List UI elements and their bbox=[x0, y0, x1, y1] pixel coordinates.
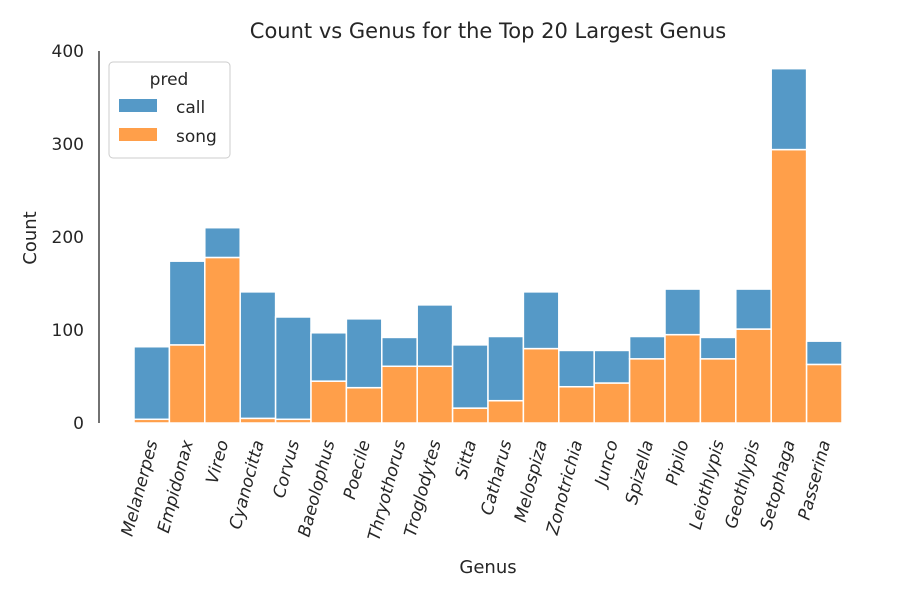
chart-title: Count vs Genus for the Top 20 Largest Ge… bbox=[250, 19, 726, 43]
bars bbox=[133, 67, 843, 424]
bar-call-melospiza bbox=[522, 291, 560, 350]
legend-swatch-song bbox=[119, 128, 157, 141]
y-tick-label: 200 bbox=[52, 228, 84, 248]
bar-call-leiothlypis bbox=[699, 336, 737, 360]
bar-song-troglodytes bbox=[416, 365, 454, 424]
x-axis-label: Genus bbox=[459, 557, 516, 578]
bar-song-passerina bbox=[805, 363, 843, 424]
bar-song-junco bbox=[593, 382, 631, 424]
y-tick-label: 300 bbox=[52, 135, 84, 155]
x-tick-label: Junco bbox=[591, 438, 623, 491]
bar-call-catharus bbox=[487, 335, 525, 402]
x-tick-label: Leiothlypis bbox=[686, 438, 729, 532]
bar-song-poecile bbox=[345, 386, 383, 424]
x-tick-label: Setophaga bbox=[757, 438, 800, 532]
y-tick-label: 400 bbox=[52, 42, 84, 62]
bar-song-empidonax bbox=[168, 344, 206, 424]
x-tick-label: Sitta bbox=[452, 438, 481, 481]
x-tick-label: Zonotrichia bbox=[543, 438, 588, 538]
bar-call-troglodytes bbox=[416, 304, 454, 368]
bar-call-cyanocitta bbox=[239, 291, 277, 420]
y-axis-label: Count bbox=[20, 211, 41, 264]
bar-song-leiothlypis bbox=[699, 358, 737, 424]
bar-call-setophaga bbox=[770, 67, 808, 151]
x-tick-label: Pipilo bbox=[662, 438, 693, 487]
y-tick-label: 0 bbox=[73, 414, 84, 434]
y-axis-ticks: 0 100 200 300 400 bbox=[52, 42, 84, 434]
legend-swatch-call bbox=[119, 99, 157, 112]
bar-song-catharus bbox=[487, 399, 525, 424]
bar-song-spizella bbox=[628, 358, 666, 424]
bar-song-geothlypis bbox=[735, 328, 772, 424]
bar-call-melanerpes bbox=[133, 345, 171, 421]
bar-song-vireo bbox=[204, 256, 241, 424]
x-tick-label: Catharus bbox=[477, 438, 516, 517]
legend: pred call song bbox=[108, 61, 231, 159]
legend-title: pred bbox=[150, 70, 189, 90]
bar-song-baeolophus bbox=[310, 380, 348, 424]
x-tick-label: Cyanocitta bbox=[226, 438, 269, 531]
bar-song-pipilo bbox=[664, 333, 702, 424]
x-tick-label: Poecile bbox=[340, 438, 375, 501]
x-tick-label: Empidonax bbox=[154, 437, 198, 535]
y-tick-label: 100 bbox=[52, 321, 84, 341]
bar-call-vireo bbox=[204, 226, 241, 259]
bar-call-poecile bbox=[345, 318, 383, 389]
x-tick-label: Vireo bbox=[203, 438, 234, 486]
x-tick-label: Corvus bbox=[270, 438, 305, 500]
bar-song-melospiza bbox=[522, 347, 560, 424]
bar-song-zonotrichia bbox=[558, 385, 595, 424]
bar-song-sitta bbox=[451, 407, 489, 424]
bar-call-baeolophus bbox=[310, 332, 348, 382]
bar-call-corvus bbox=[274, 316, 312, 421]
bar-call-spizella bbox=[628, 335, 666, 360]
legend-label-song: song bbox=[176, 127, 217, 147]
bar-call-passerina bbox=[805, 340, 843, 366]
x-tick-label: Passerina bbox=[795, 438, 835, 522]
bar-call-zonotrichia bbox=[558, 349, 595, 388]
bar-call-geothlypis bbox=[735, 288, 772, 330]
bar-call-sitta bbox=[451, 344, 489, 409]
bar-call-junco bbox=[593, 349, 631, 384]
x-tick-label: Melospiza bbox=[511, 438, 552, 524]
legend-label-call: call bbox=[176, 98, 205, 118]
bar-call-pipilo bbox=[664, 288, 702, 336]
x-tick-label: Geothlypis bbox=[722, 438, 765, 531]
x-tick-label: Spizella bbox=[622, 438, 658, 507]
bar-call-empidonax bbox=[168, 260, 206, 346]
bar-song-setophaga bbox=[770, 148, 808, 424]
bar-call-thryothorus bbox=[381, 336, 418, 368]
bar-song-thryothorus bbox=[381, 365, 418, 424]
